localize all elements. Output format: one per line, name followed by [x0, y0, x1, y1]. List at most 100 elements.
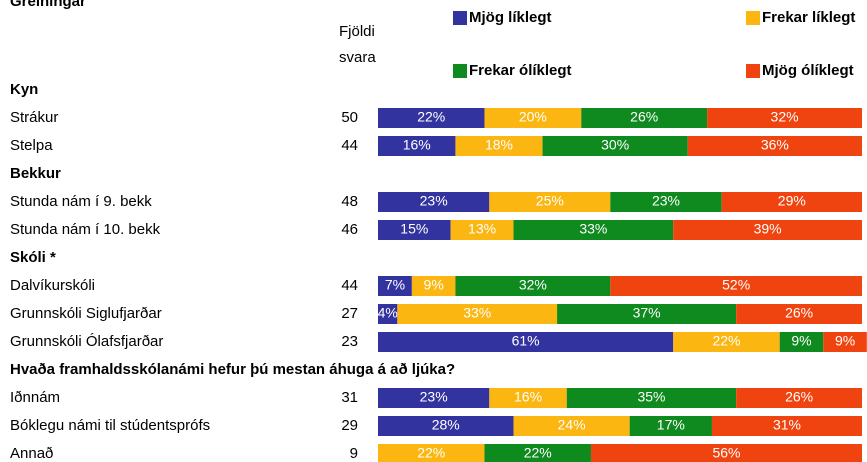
data-label: 22% — [417, 109, 445, 125]
bar-segment — [378, 276, 412, 296]
row-label: Stunda nám í 10. bekk — [10, 221, 161, 238]
bar-segment — [721, 192, 862, 212]
row-label: Bóklegu námi til stúdentsprófs — [10, 417, 210, 434]
bar-segment — [378, 192, 490, 212]
data-label: 25% — [536, 193, 564, 209]
chart-title: Greiningar — [10, 0, 86, 10]
data-label: 32% — [771, 109, 799, 125]
count: 9 — [350, 445, 358, 462]
bar-segment — [378, 220, 451, 240]
bar-segment — [450, 220, 514, 240]
bar-segment — [673, 220, 862, 240]
count: 48 — [341, 193, 358, 210]
row-label: Annað — [10, 445, 53, 462]
bar-segment — [513, 220, 674, 240]
legend-swatch — [453, 11, 467, 25]
data-label: 22% — [712, 333, 740, 349]
group-header: Kyn — [10, 81, 38, 98]
data-label: 26% — [630, 109, 658, 125]
bar-segment — [484, 108, 582, 128]
data-label: 31% — [773, 417, 801, 433]
data-label: 16% — [403, 137, 431, 153]
bar-segment — [629, 416, 712, 436]
bar-segment — [489, 388, 567, 408]
bar-segment — [397, 304, 558, 324]
bar-segment — [736, 304, 862, 324]
count: 44 — [341, 137, 358, 154]
data-label: 32% — [519, 277, 547, 293]
data-label: 20% — [519, 109, 547, 125]
row-label: Grunnskóli Ólafsfjarðar — [10, 333, 163, 350]
bar-segment — [378, 444, 485, 462]
group-header: Skóli * — [10, 249, 56, 266]
data-label: 9% — [835, 333, 855, 349]
data-label: 36% — [761, 137, 789, 153]
count-header: Fjöldi — [339, 23, 375, 40]
data-label: 61% — [512, 333, 540, 349]
bar-segment — [779, 332, 824, 352]
data-label: 33% — [463, 305, 491, 321]
bar-segment — [378, 332, 674, 352]
bar-segment — [378, 136, 456, 156]
bar-segment — [581, 108, 708, 128]
bar-segment — [378, 108, 485, 128]
bar-segment — [484, 444, 591, 462]
row-label: Stunda nám í 9. bekk — [10, 193, 152, 210]
data-label: 23% — [420, 193, 448, 209]
data-label: 52% — [722, 277, 750, 293]
bar-segment — [378, 388, 490, 408]
bar-segment — [378, 416, 514, 436]
count: 23 — [341, 333, 358, 350]
data-label: 35% — [637, 389, 665, 405]
count: 27 — [341, 305, 358, 322]
bar-segment — [455, 136, 543, 156]
data-label: 29% — [778, 193, 806, 209]
bar-segment — [610, 192, 722, 212]
data-label: 30% — [601, 137, 629, 153]
bar-segment — [673, 332, 780, 352]
data-label: 26% — [785, 389, 813, 405]
bar-segment — [489, 192, 611, 212]
bar-segment — [736, 388, 862, 408]
bar-segment — [513, 416, 630, 436]
data-label: 15% — [400, 221, 428, 237]
legend-label: Frekar ólíklegt — [469, 62, 572, 79]
data-label: 23% — [420, 389, 448, 405]
count: 44 — [341, 277, 358, 294]
data-label: 7% — [385, 277, 405, 293]
bar-segment — [590, 444, 862, 462]
data-label: 26% — [785, 305, 813, 321]
bar-segment — [411, 276, 456, 296]
legend-label: Frekar líklegt — [762, 9, 855, 26]
data-label: 33% — [579, 221, 607, 237]
row-label: Strákur — [10, 109, 58, 126]
data-label: 23% — [652, 193, 680, 209]
bar-segment — [557, 304, 737, 324]
legend-swatch — [453, 64, 467, 78]
data-label: 16% — [514, 389, 542, 405]
data-label: 24% — [558, 417, 586, 433]
count: 50 — [341, 109, 358, 126]
data-label: 13% — [468, 221, 496, 237]
bar-segment — [711, 416, 862, 436]
row-label: Stelpa — [10, 137, 53, 154]
data-label: 28% — [432, 417, 460, 433]
bar-segment — [610, 276, 862, 296]
count: 46 — [341, 221, 358, 238]
data-label: 56% — [712, 445, 740, 461]
data-label: 22% — [417, 445, 445, 461]
data-label: 9% — [791, 333, 811, 349]
data-label: 18% — [485, 137, 513, 153]
group-header: Hvaða framhaldsskólanámi hefur þú mestan… — [10, 361, 455, 378]
legend-label: Mjög líklegt — [469, 9, 552, 26]
data-label: 39% — [754, 221, 782, 237]
bar-segment — [687, 136, 862, 156]
legend-swatch — [746, 11, 760, 25]
data-label: 9% — [424, 277, 444, 293]
data-label: 37% — [633, 305, 661, 321]
count: 31 — [341, 389, 358, 406]
count: 29 — [341, 417, 358, 434]
data-label: 4% — [378, 305, 398, 321]
row-label: Grunnskóli Siglufjarðar — [10, 305, 162, 322]
